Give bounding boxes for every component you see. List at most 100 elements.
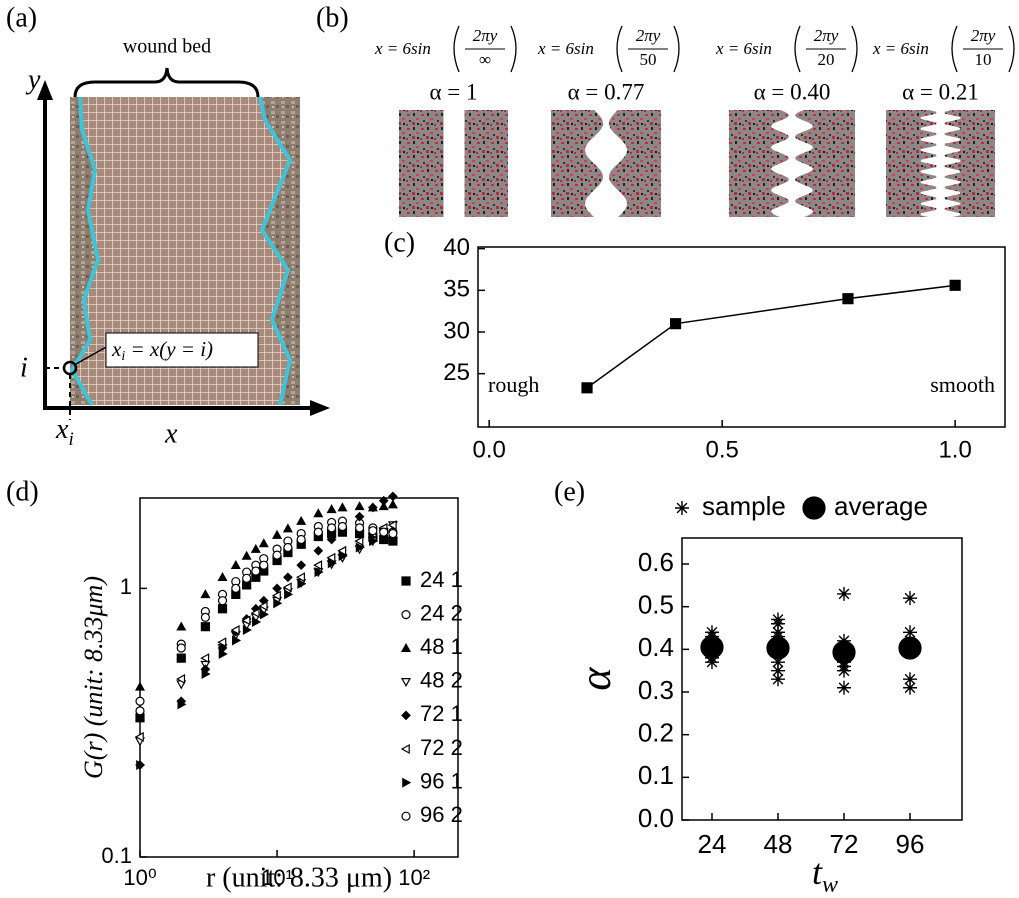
marker xyxy=(251,566,261,576)
legend-marker xyxy=(400,678,412,688)
marker xyxy=(842,293,854,305)
marker xyxy=(770,616,785,631)
marker xyxy=(296,515,307,525)
x-tick-label: 0.0 xyxy=(472,436,505,463)
formula-numerator: 2πy xyxy=(814,26,839,45)
marker xyxy=(135,696,145,706)
marker xyxy=(327,523,337,533)
paren xyxy=(851,25,858,73)
legend-marker xyxy=(401,811,411,821)
alpha-label: α = 1 xyxy=(429,79,477,104)
marker xyxy=(284,589,294,600)
annotation: rough xyxy=(488,372,539,397)
alpha-label: α = 0.40 xyxy=(754,79,831,104)
marker xyxy=(241,550,252,560)
formula-denominator: 20 xyxy=(818,50,835,69)
probe-circle xyxy=(62,360,78,376)
legend-label: 24 1 xyxy=(420,567,463,592)
marker xyxy=(326,552,336,563)
legend-label: 96 2 xyxy=(420,802,463,827)
legend-label: average xyxy=(834,491,928,521)
marker xyxy=(273,598,283,609)
formula-prefix: x = 6sin xyxy=(537,39,594,58)
marker xyxy=(272,529,283,539)
label-base: x xyxy=(55,414,69,445)
marker xyxy=(354,501,365,511)
marker xyxy=(259,560,269,570)
formula-rest: = x(y = i) xyxy=(125,337,213,361)
marker xyxy=(217,604,228,614)
marker xyxy=(231,583,241,593)
x-tick-label: 24 xyxy=(698,829,727,859)
marker xyxy=(387,499,398,509)
marker xyxy=(378,495,389,506)
marker xyxy=(313,527,323,537)
marker xyxy=(283,542,293,553)
marker xyxy=(176,673,186,684)
y-tick-label: 40 xyxy=(443,234,470,261)
marker xyxy=(837,680,852,695)
marker xyxy=(177,699,187,710)
marker xyxy=(232,635,242,646)
y-axis-label: α xyxy=(571,667,620,691)
marker xyxy=(282,582,292,593)
x-axis-label: r (unit: 8.33 μm) xyxy=(206,862,392,893)
y-tick-label: 0.3 xyxy=(638,675,674,705)
plot-frame xyxy=(477,246,1006,428)
label-sub: w xyxy=(822,872,838,898)
marker xyxy=(217,596,228,606)
y-tick-label: 0.0 xyxy=(638,803,674,833)
marker xyxy=(766,636,790,660)
marker xyxy=(258,600,268,611)
y-tick-label: 35 xyxy=(443,276,470,303)
x-tick-label: 72 xyxy=(830,829,859,859)
marker xyxy=(241,615,251,626)
legend-label: 72 1 xyxy=(420,701,463,726)
marker xyxy=(337,502,348,512)
wound-edge xyxy=(258,96,293,406)
marker xyxy=(296,534,306,545)
marker xyxy=(770,672,785,687)
marker xyxy=(272,583,282,594)
legend-marker xyxy=(401,609,411,620)
marker xyxy=(201,668,211,680)
panel-label: (d) xyxy=(6,476,39,507)
marker xyxy=(271,590,281,601)
marker xyxy=(338,550,348,562)
line xyxy=(586,284,956,389)
formula-numerator: 2πy xyxy=(473,26,498,45)
legend-marker xyxy=(400,642,412,652)
marker xyxy=(337,521,348,532)
marker xyxy=(135,706,145,716)
legend-label: 48 2 xyxy=(420,668,463,693)
marker xyxy=(368,526,378,536)
plot-frame xyxy=(139,497,459,858)
paren xyxy=(453,25,460,73)
x-axis-label: tw xyxy=(812,852,838,897)
marker xyxy=(704,655,719,670)
legend-marker xyxy=(675,501,689,515)
paren xyxy=(951,25,958,73)
marker xyxy=(832,640,856,664)
formula-denominator: 50 xyxy=(640,50,657,69)
formula-prefix: x = 6sin xyxy=(715,39,772,58)
marker xyxy=(388,491,398,502)
legend-marker xyxy=(401,576,411,586)
wound-gap xyxy=(443,110,465,217)
paren xyxy=(673,25,680,73)
legend-marker xyxy=(400,743,410,755)
marker xyxy=(176,653,186,663)
marker xyxy=(327,558,337,569)
legend-marker xyxy=(401,710,411,721)
legend-marker xyxy=(802,496,826,520)
formula-box xyxy=(105,332,259,368)
marker xyxy=(354,536,364,547)
x-tick-label: 1.0 xyxy=(938,436,971,463)
x-tick-label: 96 xyxy=(896,829,925,859)
marker xyxy=(326,534,337,545)
formula-numerator: 2πy xyxy=(636,26,661,45)
marker xyxy=(200,622,210,632)
marker xyxy=(387,520,397,531)
paren xyxy=(510,25,517,73)
